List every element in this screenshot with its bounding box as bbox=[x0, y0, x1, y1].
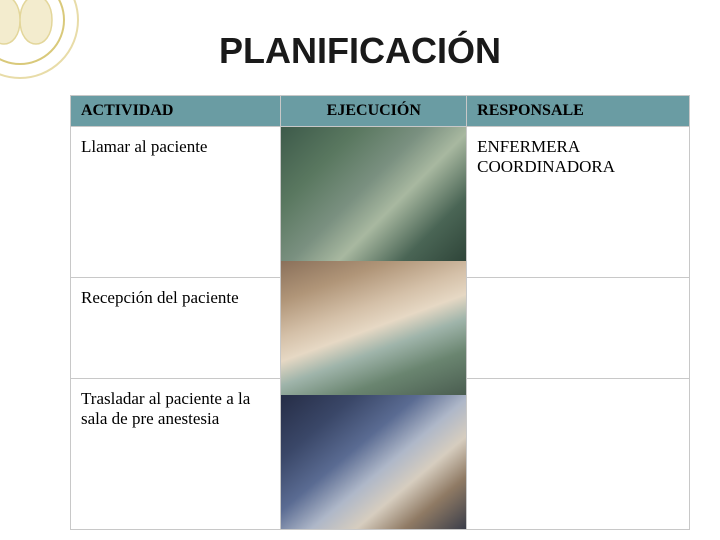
cell-responsable-3 bbox=[467, 379, 690, 530]
cell-actividad-2: Recepción del paciente bbox=[71, 277, 281, 378]
planning-table: ACTIVIDAD EJECUCIÓN RESPONSALE Llamar al… bbox=[70, 95, 690, 530]
header-ejecucion: EJECUCIÓN bbox=[281, 96, 467, 127]
table-row: Llamar al paciente ENFERMERA COORDINADOR… bbox=[71, 127, 690, 278]
table-header-row: ACTIVIDAD EJECUCIÓN RESPONSALE bbox=[71, 96, 690, 127]
cell-ejecucion-images bbox=[281, 127, 467, 530]
planning-table-container: ACTIVIDAD EJECUCIÓN RESPONSALE Llamar al… bbox=[70, 95, 690, 530]
header-responsable: RESPONSALE bbox=[467, 96, 690, 127]
execution-image-2 bbox=[281, 261, 466, 395]
cell-responsable-1: ENFERMERA COORDINADORA bbox=[467, 127, 690, 278]
cell-responsable-2 bbox=[467, 277, 690, 378]
execution-image-3 bbox=[281, 395, 466, 529]
cell-actividad-3: Trasladar al paciente a la sala de pre a… bbox=[71, 379, 281, 530]
cell-actividad-1: Llamar al paciente bbox=[71, 127, 281, 278]
execution-image-1 bbox=[281, 127, 466, 261]
header-actividad: ACTIVIDAD bbox=[71, 96, 281, 127]
image-stack bbox=[281, 127, 466, 529]
slide-title: PLANIFICACIÓN bbox=[0, 0, 720, 92]
